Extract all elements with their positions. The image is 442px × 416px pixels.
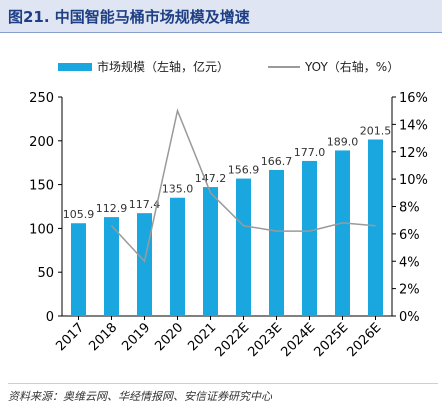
- left-axis-tick-label: 50: [37, 266, 54, 281]
- x-axis-tick-label: 2019: [119, 320, 153, 354]
- bar: [203, 187, 218, 316]
- x-axis-tick-label: 2022E: [213, 320, 253, 360]
- left-axis-tick-label: 200: [29, 135, 54, 150]
- bar-data-label: 117.4: [129, 198, 161, 211]
- figure-title: 图21. 中国智能马桶市场规模及增速: [8, 8, 250, 26]
- chart-plot: 0 50 100 150 200 250 0% 2% 4% 6% 8% 10% 12% 14% 16% 105…: [29, 91, 428, 360]
- left-axis-tick-label: 0: [46, 310, 54, 325]
- bar: [335, 150, 350, 316]
- x-axis-tick-label: 2025E: [312, 320, 352, 360]
- x-axis-tick-label: 2026E: [345, 320, 385, 360]
- right-axis-tick-label: 16%: [399, 91, 428, 106]
- right-axis-tick-label: 14%: [399, 118, 428, 133]
- x-axis-tick-label: 2017: [53, 320, 87, 354]
- bar-data-label: 166.7: [261, 155, 293, 168]
- left-axis-tick-label: 100: [29, 222, 54, 237]
- bar: [302, 160, 317, 316]
- right-axis-tick-label: 6%: [399, 228, 420, 243]
- legend-line-swatch: [268, 66, 300, 68]
- x-axis-tick-label: 2024E: [279, 320, 319, 360]
- legend-line-label: YOY（右轴，%）: [305, 60, 400, 74]
- bar-data-label: 135.0: [162, 183, 194, 196]
- legend-bar-swatch: [58, 63, 92, 71]
- bar: [236, 178, 251, 316]
- right-axis-tick-label: 8%: [399, 201, 420, 216]
- bar-data-label: 112.9: [96, 202, 128, 215]
- right-axis-tick-label: 12%: [399, 146, 428, 161]
- bar-data-label: 156.9: [228, 164, 260, 177]
- legend-bar-label: 市场规模（左轴，亿元）: [97, 60, 230, 74]
- left-axis-tick-label: 150: [29, 179, 54, 194]
- bar: [71, 223, 86, 316]
- right-axis-tick-label: 10%: [399, 173, 428, 188]
- right-axis-tick-label: 4%: [399, 255, 420, 270]
- bar: [368, 139, 383, 316]
- bar: [104, 217, 119, 316]
- bar: [137, 213, 152, 316]
- bar-data-label: 189.0: [327, 135, 359, 148]
- bar: [170, 197, 185, 316]
- right-axis-tick-label: 2%: [399, 283, 420, 298]
- right-axis-tick-label: 0%: [399, 310, 420, 325]
- yoy-line: [110, 108, 376, 263]
- x-axis-tick-label: 2018: [86, 320, 120, 354]
- x-axis-tick-label: 2023E: [246, 320, 286, 360]
- source-note: 资料来源：奥维云网、华经情报网、安信证券研究中心: [8, 383, 438, 404]
- bar-data-label: 105.9: [63, 208, 95, 221]
- x-axis-tick-label: 2020: [152, 320, 186, 354]
- chart-legend: 市场规模（左轴，亿元） YOY（右轴，%）: [0, 58, 442, 76]
- left-axis-tick-label: 250: [29, 91, 54, 106]
- title-bar: 图21. 中国智能马桶市场规模及增速: [0, 0, 442, 33]
- bar-data-label: 177.0: [294, 146, 326, 159]
- bar: [269, 169, 284, 316]
- bar-data-label: 147.2: [195, 172, 227, 185]
- bar-data-label: 201.5: [360, 124, 392, 137]
